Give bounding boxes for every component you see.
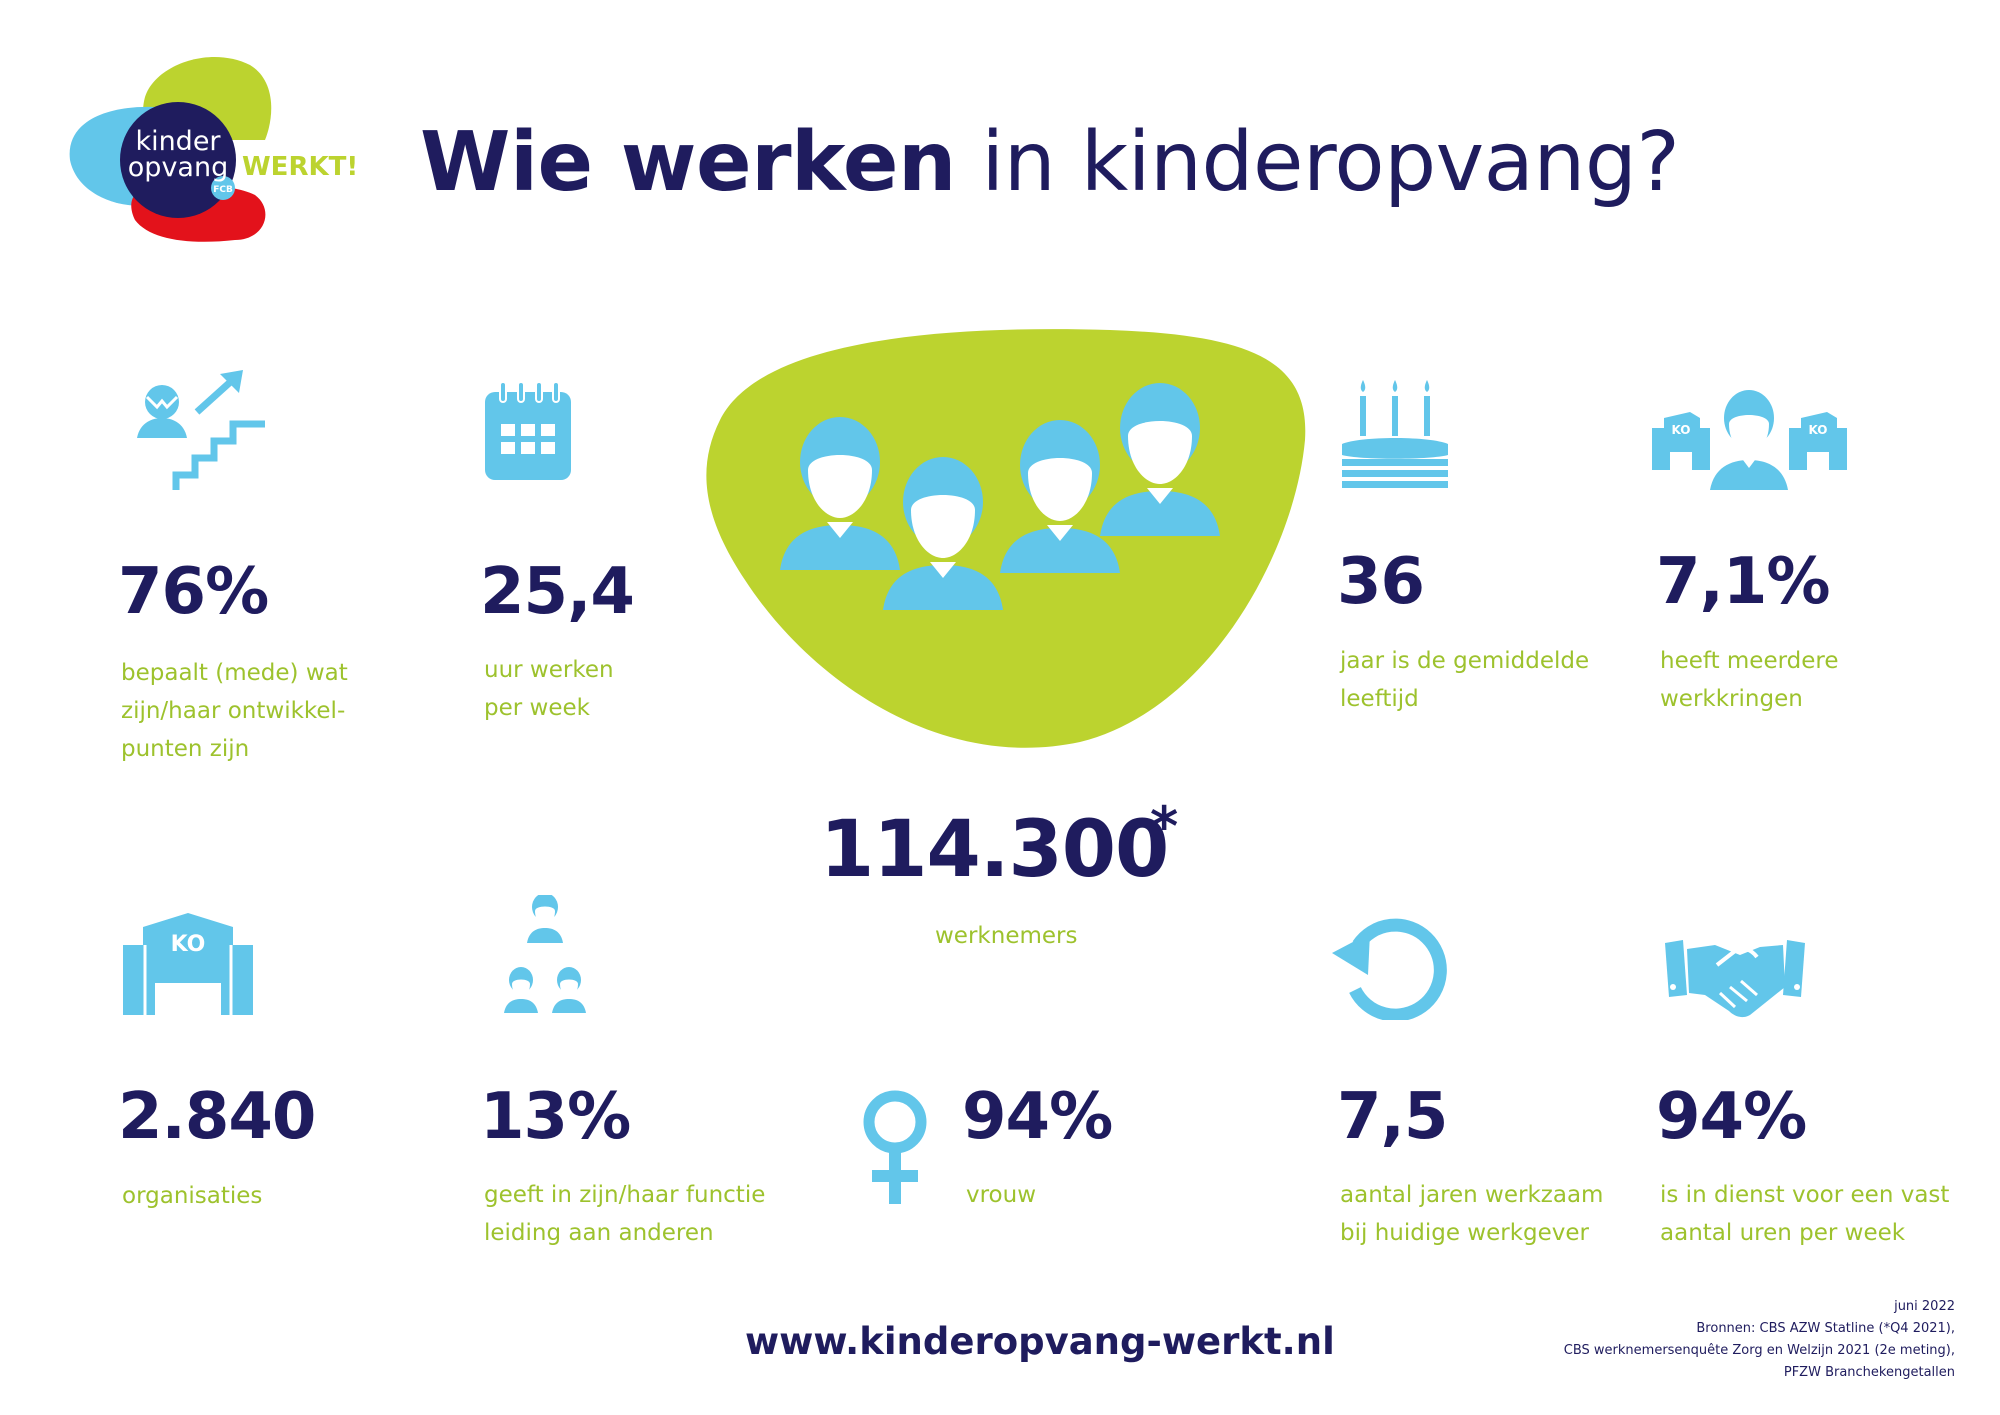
desc-line: uur werken xyxy=(484,657,614,683)
stat-werkkringen-desc: heeft meerdere werkkringen xyxy=(1660,642,1839,718)
stat-leiding-value: 13% xyxy=(480,1080,631,1154)
stat-organisaties-desc: organisaties xyxy=(122,1177,262,1215)
website-link[interactable]: www.kinderopvang-werkt.nl xyxy=(745,1320,1335,1363)
desc-line: bij huidige werkgever xyxy=(1340,1220,1589,1246)
desc-line: heeft meerdere xyxy=(1660,648,1839,674)
sources-note: juni 2022 Bronnen: CBS AZW Statline (*Q4… xyxy=(1564,1296,1955,1384)
stat-ontwikkel-value: 76% xyxy=(118,555,269,629)
stat-uren-value: 25,4 xyxy=(480,555,635,629)
stat-werkkringen-value: 7,1% xyxy=(1656,545,1830,619)
desc-line: vrouw xyxy=(966,1182,1037,1208)
desc-line: bepaalt (mede) wat xyxy=(121,660,348,686)
stat-vrouw-desc: vrouw xyxy=(966,1176,1036,1214)
desc-line: zijn/haar ontwikkel- xyxy=(121,698,346,724)
multiple-workplaces-icon: KO KO xyxy=(1652,390,1847,490)
hierarchy-icon xyxy=(504,895,586,1013)
desc-line: organisaties xyxy=(122,1183,263,1209)
logo-badge: FCB xyxy=(213,185,233,195)
central-value: 114.300 xyxy=(820,805,1169,895)
stat-jaren-desc: aantal jaren werkzaam bij huidige werkge… xyxy=(1340,1176,1603,1252)
stat-vast-value: 94% xyxy=(1656,1080,1807,1154)
stat-leeftijd-desc: jaar is de gemiddelde leeftijd xyxy=(1340,642,1589,718)
handshake-icon xyxy=(1665,940,1805,1018)
desc-line: geeft in zijn/haar functie xyxy=(484,1182,766,1208)
stat-organisaties-value: 2.840 xyxy=(118,1080,316,1154)
desc-line: punten zijn xyxy=(121,736,250,762)
desc-line: aantal jaren werkzaam xyxy=(1340,1182,1604,1208)
title-rest: in kinderopvang? xyxy=(955,115,1680,210)
female-symbol-icon xyxy=(863,1090,927,1204)
sources-line: PFZW Branchekengetallen xyxy=(1783,1365,1955,1380)
stat-uren-desc: uur werken per week xyxy=(484,651,614,727)
desc-line: is in dienst voor een vast xyxy=(1660,1182,1950,1208)
central-group-blob xyxy=(706,329,1306,748)
stat-jaren-value: 7,5 xyxy=(1337,1080,1448,1154)
stat-ontwikkel-desc: bepaalt (mede) wat zijn/haar ontwikkel- … xyxy=(121,654,348,768)
desc-line: leeftijd xyxy=(1340,686,1419,712)
birthday-cake-icon xyxy=(1342,380,1448,488)
stat-vast-desc: is in dienst voor een vast aantal uren p… xyxy=(1660,1176,1949,1252)
central-asterisk: * xyxy=(1150,795,1179,858)
sources-date: juni 2022 xyxy=(1894,1299,1955,1314)
refresh-cycle-icon xyxy=(1332,918,1447,1020)
svg-text:KO: KO xyxy=(1809,423,1828,437)
sources-line: Bronnen: CBS AZW Statline (*Q4 2021), xyxy=(1696,1321,1955,1336)
desc-line: leiding aan anderen xyxy=(484,1220,714,1246)
logo-line2: opvang xyxy=(128,152,228,183)
group-people-icon xyxy=(780,383,1220,610)
stat-leiding-desc: geeft in zijn/haar functie leiding aan a… xyxy=(484,1176,765,1252)
desc-line: jaar is de gemiddelde xyxy=(1340,648,1590,674)
central-desc: werknemers xyxy=(935,923,1078,949)
kinderopvang-werkt-logo: FCB kinder opvang WERKT! xyxy=(69,56,358,242)
calendar-icon xyxy=(485,382,571,480)
logo-line1: kinder xyxy=(135,126,221,157)
desc-line: werkkringen xyxy=(1660,686,1803,712)
logo-werkt: WERKT! xyxy=(242,152,358,182)
sources-line: CBS werknemersenquête Zorg en Welzijn 20… xyxy=(1563,1343,1955,1358)
stat-leeftijd-value: 36 xyxy=(1337,545,1425,619)
title-bold: Wie werken xyxy=(420,115,956,210)
page-title: Wie werken in kinderopvang? xyxy=(420,115,1680,210)
stat-vrouw-value: 94% xyxy=(962,1080,1113,1154)
desc-line: aantal uren per week xyxy=(1660,1220,1906,1246)
stairs-growth-icon xyxy=(137,370,265,490)
desc-line: per week xyxy=(484,695,590,721)
ko-building-icon: KO xyxy=(123,913,253,1015)
svg-text:KO: KO xyxy=(171,932,206,957)
svg-text:KO: KO xyxy=(1672,423,1691,437)
